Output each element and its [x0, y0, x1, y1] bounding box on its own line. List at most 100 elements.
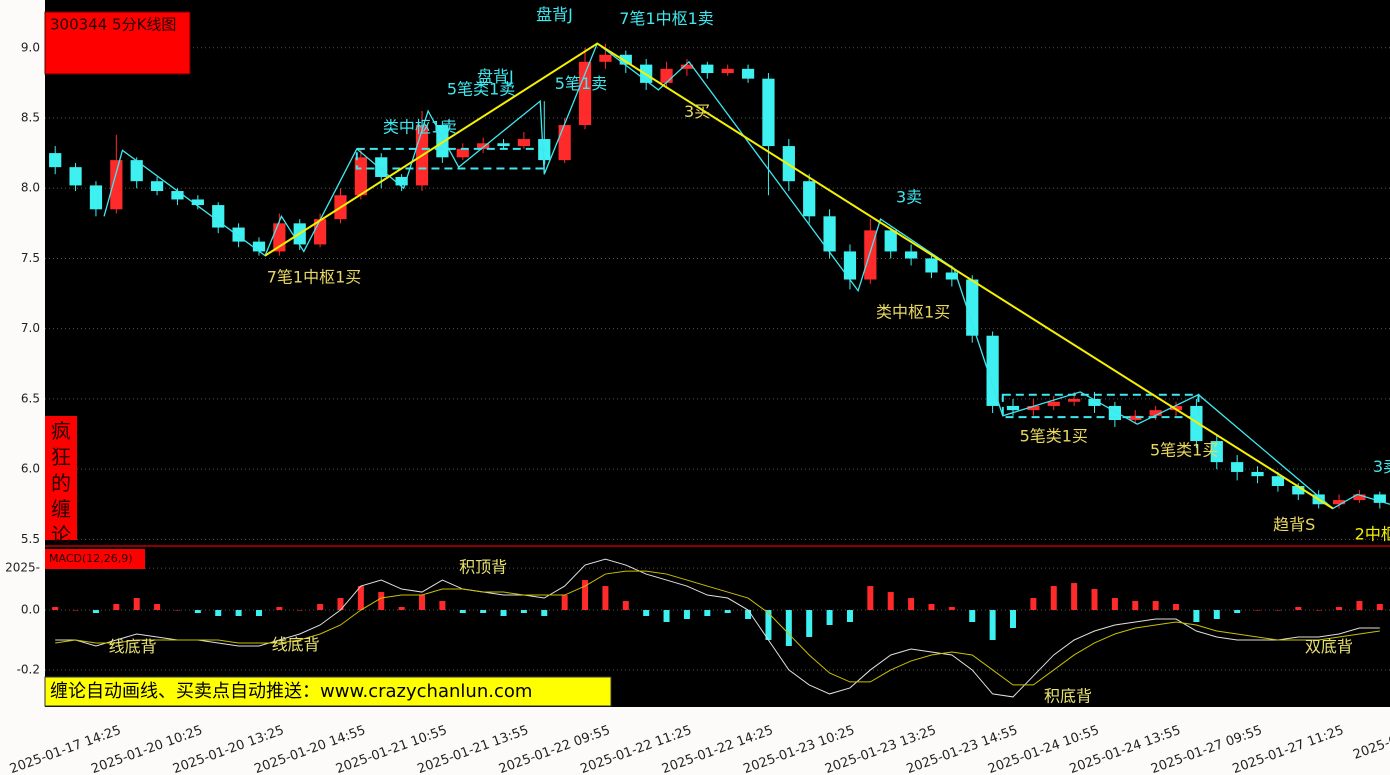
macd-bar: [582, 580, 589, 611]
banner: 缠论自动画线、买卖点自动推送：www.crazychanlun.com: [50, 681, 532, 702]
macd-bar: [724, 610, 731, 614]
macd-bar: [398, 607, 405, 611]
annotation: 7笔1中枢1买: [267, 268, 362, 287]
macd-bar: [480, 610, 487, 614]
candle-body: [1332, 500, 1346, 505]
zhongshu-box: [1001, 393, 1200, 419]
candle-body: [395, 176, 408, 186]
side-label: 疯狂的缠论: [51, 419, 71, 547]
annotation: 类中枢1买: [876, 303, 950, 322]
macd-bar: [520, 610, 527, 614]
macd-bar: [806, 610, 813, 637]
y-tick-label: 8.0: [21, 181, 40, 195]
y-tick-label: 6.5: [21, 391, 40, 405]
macd-bar: [154, 604, 161, 611]
annotation: 线底背: [272, 635, 320, 654]
annotation: 5笔类1卖: [447, 79, 515, 98]
candle-body: [497, 143, 510, 147]
candle-body: [171, 191, 184, 200]
macd-title: MACD(12,26,9): [49, 552, 133, 565]
macd-bar: [969, 610, 976, 623]
y-tick-label: 2025-: [5, 561, 40, 575]
candle-body: [884, 230, 897, 252]
candle-body: [1190, 405, 1203, 442]
candle-body: [1210, 441, 1223, 463]
macd-bar: [215, 610, 222, 617]
macd-bar: [1111, 598, 1118, 611]
banner-box: [44, 676, 612, 707]
candle-body: [69, 167, 82, 186]
candle-body: [477, 143, 490, 149]
macd-bar: [92, 610, 99, 614]
side-label-box: [45, 416, 77, 540]
macd-bar: [1356, 601, 1363, 611]
macd-line: [55, 570, 1380, 686]
candle-body: [110, 160, 123, 210]
annotation: 积顶背: [459, 558, 507, 577]
annotation: 5笔类1买: [1150, 440, 1218, 459]
macd-bar: [1132, 601, 1139, 611]
annotation: 盘背J: [536, 5, 573, 24]
plot-area: [45, 0, 1390, 707]
macd-bar: [419, 595, 426, 611]
y-tick-label: 9.0: [21, 40, 40, 54]
annotation: 3买: [684, 102, 710, 121]
y-tick-label: 0.0: [21, 603, 40, 617]
macd-bar: [500, 610, 507, 617]
macd-bar: [643, 610, 650, 617]
macd-bar: [72, 610, 79, 611]
macd-bar: [1193, 610, 1200, 623]
candle-body: [701, 64, 714, 74]
candle-body: [212, 205, 225, 228]
annotation: 积底背: [1044, 686, 1092, 705]
candle-body: [904, 251, 918, 259]
macd-bar: [1254, 610, 1261, 611]
macd-bar: [602, 586, 609, 611]
candle-body: [1292, 486, 1305, 495]
macd-bar: [908, 598, 915, 611]
candle-body: [456, 148, 469, 158]
zhongshu-box: [355, 147, 546, 170]
macd-bar: [296, 610, 303, 611]
y-tick-label: 5.5: [21, 532, 40, 546]
annotation: 3卖: [896, 188, 922, 207]
candle-body: [517, 139, 531, 147]
candle-body: [762, 78, 775, 147]
candle-body: [375, 157, 388, 177]
candle-body: [1027, 405, 1040, 411]
annotation: 2中枢: [1355, 525, 1390, 544]
annotation: 趋背S: [1273, 515, 1315, 534]
macd-bar: [704, 610, 711, 617]
candle-body: [966, 279, 979, 336]
macd-bar: [541, 610, 548, 617]
macd-bar: [989, 610, 996, 640]
candle-body: [1169, 405, 1183, 411]
candle-body: [843, 251, 857, 280]
candle-body: [823, 216, 836, 252]
segment-line: [264, 42, 1334, 510]
macd-line: [55, 558, 1380, 698]
macd-bar: [846, 610, 853, 623]
macd-bar: [1376, 604, 1383, 611]
macd-bar: [663, 610, 670, 623]
macd-bar: [1295, 607, 1302, 611]
macd-bar: [1009, 610, 1016, 628]
candle-body: [1231, 462, 1244, 472]
y-tick-label: 7.0: [21, 321, 40, 335]
annotation: 5笔类1买: [1020, 426, 1088, 445]
annotation: 盘背J: [477, 67, 514, 86]
candle-body: [721, 68, 734, 74]
candle-body: [1353, 494, 1366, 501]
candle-body: [599, 54, 612, 62]
annotation: 3卖: [1373, 457, 1390, 476]
title-box: [44, 11, 191, 75]
macd-bar: [1091, 589, 1098, 611]
macd-bar: [765, 610, 772, 640]
macd-bar: [1030, 598, 1037, 611]
macd-bar: [113, 604, 120, 611]
macd-bar: [317, 604, 324, 611]
macd-bar: [357, 586, 364, 611]
macd-bar: [174, 610, 181, 611]
candle-body: [89, 185, 103, 210]
